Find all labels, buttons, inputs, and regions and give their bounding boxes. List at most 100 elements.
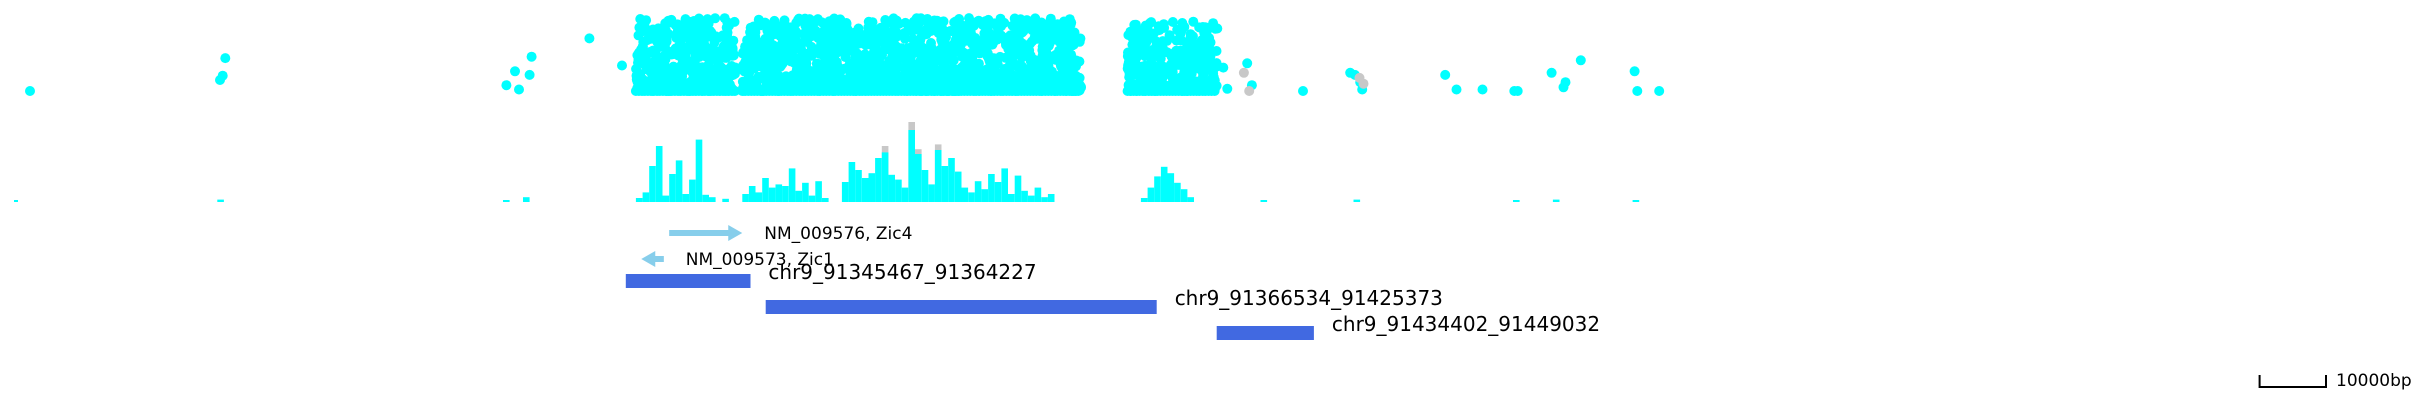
gene-feature: NM_009573, Zic1 bbox=[641, 250, 834, 270]
signal-dot bbox=[1209, 58, 1220, 69]
region-track: chr9_91345467_91364227 chr9_91366534_9142… bbox=[625, 260, 1600, 340]
signal-dot bbox=[510, 66, 520, 77]
dim-dot bbox=[1358, 78, 1369, 89]
signal-dot bbox=[1142, 64, 1153, 75]
signal-dot bbox=[838, 77, 849, 88]
signal-dot bbox=[890, 55, 901, 66]
signal-dot bbox=[915, 34, 926, 45]
signal-bar bbox=[1021, 190, 1028, 202]
signal-dot bbox=[979, 43, 990, 54]
signal-bar bbox=[1187, 197, 1194, 202]
signal-dot bbox=[1066, 49, 1077, 60]
signal-dot bbox=[660, 24, 671, 35]
signal-dot bbox=[926, 42, 937, 53]
signal-dot bbox=[1029, 74, 1040, 85]
signal-bar bbox=[682, 194, 690, 202]
signal-dot bbox=[871, 39, 882, 50]
signal-bar bbox=[994, 182, 1002, 202]
signal-bar bbox=[1014, 175, 1022, 202]
signal-bar bbox=[742, 194, 749, 202]
signal-bar bbox=[1160, 166, 1168, 202]
signal-dot bbox=[1131, 41, 1142, 51]
signal-dot bbox=[687, 42, 698, 53]
signal-bar bbox=[881, 152, 889, 202]
region-label: chr9_91366534_91425373 bbox=[1175, 286, 1443, 310]
signal-bar bbox=[988, 174, 995, 202]
signal-dot bbox=[1051, 53, 1062, 64]
signal-bar bbox=[848, 162, 856, 202]
signal-bar bbox=[642, 192, 650, 202]
signal-dot bbox=[906, 42, 917, 52]
signal-dot bbox=[837, 46, 848, 57]
signal-bar bbox=[941, 166, 949, 202]
signal-bar bbox=[901, 187, 909, 202]
signal-bar bbox=[503, 200, 510, 202]
signal-dot bbox=[1176, 48, 1187, 59]
dim-dot bbox=[1244, 86, 1255, 96]
signal-dot bbox=[939, 34, 950, 45]
signal-dot bbox=[990, 72, 1001, 83]
signal-dot bbox=[933, 55, 944, 66]
signal-dot bbox=[636, 26, 647, 37]
signal-bar bbox=[675, 160, 683, 202]
dot-track bbox=[25, 13, 1665, 96]
signal-dot bbox=[983, 53, 994, 64]
signal-dot bbox=[746, 29, 757, 40]
signal-dot bbox=[721, 22, 732, 33]
signal-dot bbox=[873, 58, 884, 69]
signal-bar bbox=[861, 178, 869, 202]
signal-dot bbox=[524, 69, 535, 80]
signal-dot bbox=[617, 60, 627, 71]
signal-bar bbox=[775, 184, 783, 202]
signal-dot bbox=[1019, 17, 1030, 28]
signal-dot bbox=[961, 76, 972, 87]
signal-dot bbox=[1005, 30, 1016, 41]
signal-bar bbox=[888, 174, 895, 202]
signal-dot bbox=[715, 68, 725, 79]
signal-bar bbox=[1513, 200, 1520, 202]
signal-dot bbox=[1451, 84, 1462, 95]
signal-bar bbox=[14, 200, 18, 202]
signal-dot bbox=[645, 66, 656, 77]
signal-dot bbox=[1166, 59, 1177, 69]
signal-dot bbox=[702, 63, 713, 74]
signal-dot bbox=[1189, 44, 1200, 55]
region-bar bbox=[625, 274, 751, 288]
gene-arrow bbox=[641, 251, 664, 267]
signal-dot bbox=[960, 35, 971, 46]
signal-dot bbox=[1222, 83, 1233, 94]
signal-bar bbox=[1034, 187, 1042, 202]
signal-dot bbox=[729, 16, 740, 27]
signal-dot bbox=[860, 49, 870, 60]
signal-bar bbox=[702, 194, 709, 202]
signal-dot bbox=[755, 20, 766, 31]
signal-dot bbox=[1159, 22, 1170, 33]
signal-dot bbox=[957, 62, 967, 73]
dim-dot bbox=[1238, 67, 1249, 78]
signal-dot bbox=[851, 48, 862, 59]
signal-dot bbox=[790, 25, 801, 36]
signal-dot bbox=[641, 15, 652, 26]
signal-bar bbox=[768, 187, 776, 202]
signal-dot bbox=[1012, 42, 1023, 53]
signal-bar bbox=[523, 197, 530, 202]
signal-bar bbox=[748, 186, 756, 202]
signal-dot bbox=[642, 35, 652, 46]
signal-dot bbox=[220, 53, 231, 64]
signal-bar bbox=[855, 170, 862, 202]
signal-dot bbox=[845, 58, 855, 69]
signal-bar bbox=[695, 139, 703, 202]
signal-dot bbox=[1075, 33, 1086, 44]
signal-dot bbox=[1025, 50, 1036, 61]
signal-dot bbox=[792, 54, 803, 65]
signal-dot bbox=[639, 56, 650, 66]
signal-dot bbox=[728, 69, 739, 80]
signal-dot bbox=[501, 80, 512, 91]
signal-dot bbox=[790, 71, 801, 82]
signal-bar bbox=[1632, 200, 1640, 202]
region-label: chr9_91434402_91449032 bbox=[1332, 312, 1600, 336]
signal-dot bbox=[1006, 51, 1017, 62]
signal-dot bbox=[1067, 76, 1078, 87]
signal-dot bbox=[1167, 17, 1178, 27]
signal-dot bbox=[1187, 31, 1198, 42]
